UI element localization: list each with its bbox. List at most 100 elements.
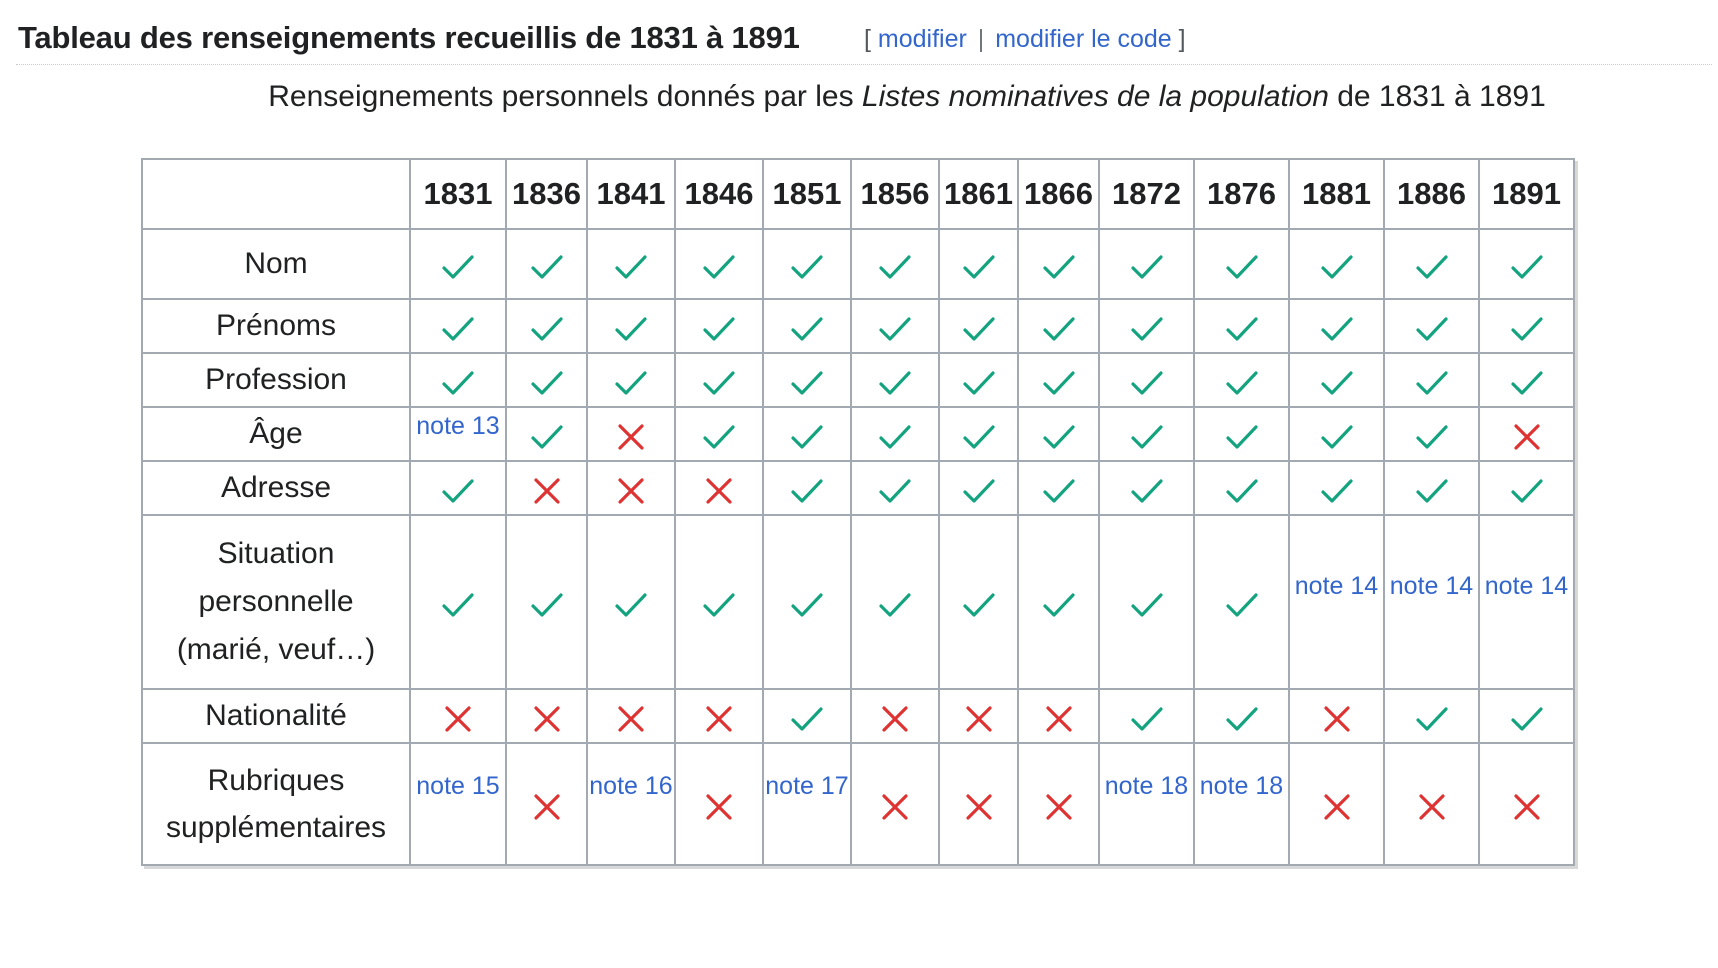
cross-cell xyxy=(586,688,676,744)
check-icon xyxy=(1130,255,1163,279)
check-cell xyxy=(1193,514,1290,690)
check-cell xyxy=(1288,406,1385,462)
check-icon xyxy=(1415,425,1448,449)
edit-link[interactable]: modifier xyxy=(877,25,967,53)
bracket-open: [ xyxy=(864,25,871,53)
check-icon xyxy=(962,425,995,449)
check-icon xyxy=(1042,255,1075,279)
check-icon xyxy=(1130,317,1163,341)
check-cell xyxy=(850,352,940,408)
check-cell xyxy=(409,460,507,516)
check-cell xyxy=(762,228,852,300)
cross-cell xyxy=(1478,742,1575,866)
check-cell xyxy=(1193,688,1290,744)
check-icon xyxy=(442,479,474,503)
check-icon xyxy=(1130,593,1163,617)
check-cell xyxy=(586,352,676,408)
corner-cell xyxy=(141,158,411,230)
row-label: Profession xyxy=(141,352,411,408)
table-row: Nationalité xyxy=(141,688,1575,744)
check-icon xyxy=(1225,479,1258,503)
note-link[interactable]: note 18 xyxy=(1199,772,1284,800)
check-cell xyxy=(505,298,588,354)
year-header-1881: 1881 xyxy=(1288,158,1385,230)
table-row: Nom xyxy=(141,228,1575,300)
check-icon xyxy=(1510,255,1543,279)
check-icon xyxy=(879,479,911,503)
note-link[interactable]: note 15 xyxy=(416,772,500,800)
cross-icon xyxy=(1045,706,1072,732)
check-icon xyxy=(703,425,735,449)
check-cell xyxy=(938,514,1019,690)
cross-icon xyxy=(533,478,560,504)
cross-cell xyxy=(938,688,1019,744)
check-cell xyxy=(409,514,507,690)
row-label: Prénoms xyxy=(141,298,411,354)
check-icon xyxy=(1130,425,1163,449)
edit-code-link[interactable]: modifier le code xyxy=(995,25,1172,53)
check-icon xyxy=(530,425,563,449)
check-icon xyxy=(791,255,823,279)
note-link[interactable]: note 17 xyxy=(765,772,849,800)
note-link[interactable]: note 14 xyxy=(1484,572,1569,600)
note-cell: note 13 xyxy=(409,406,507,462)
year-header-1846: 1846 xyxy=(674,158,764,230)
check-cell xyxy=(1383,406,1480,462)
check-cell xyxy=(938,228,1019,300)
check-icon xyxy=(1320,255,1353,279)
check-cell xyxy=(505,352,588,408)
check-cell xyxy=(1288,298,1385,354)
header-row: 1831 1836 1841 1846 1851 1856 1861 1866 1872 1876… xyxy=(141,158,1575,230)
row-label: Nom xyxy=(141,228,411,300)
table-caption: Renseignements personnels donnés par les… xyxy=(132,80,1682,114)
check-cell xyxy=(1017,298,1100,354)
check-cell xyxy=(762,460,852,516)
note-link[interactable]: note 16 xyxy=(589,772,673,800)
check-icon xyxy=(791,317,823,341)
cross-icon xyxy=(706,794,732,820)
table-row: Prénoms xyxy=(141,298,1575,354)
check-cell xyxy=(1383,298,1480,354)
check-cell xyxy=(1017,514,1100,690)
table-body: Nom Prénoms Profession Âge note 13 Adresse Sit… xyxy=(141,228,1575,866)
section-title: Tableau des renseignements recueillis de… xyxy=(18,20,800,55)
cross-icon xyxy=(618,424,644,450)
check-cell xyxy=(762,298,852,354)
check-cell xyxy=(409,298,507,354)
row-label: Adresse xyxy=(141,460,411,516)
check-cell xyxy=(1017,228,1100,300)
check-cell xyxy=(1193,406,1290,462)
check-icon xyxy=(962,593,995,617)
cross-cell xyxy=(1383,742,1480,866)
check-icon xyxy=(962,479,995,503)
note-link[interactable]: note 14 xyxy=(1389,572,1474,600)
check-cell xyxy=(674,514,764,690)
check-icon xyxy=(879,371,911,395)
check-cell xyxy=(505,514,588,690)
check-cell xyxy=(1383,460,1480,516)
year-header-1861: 1861 xyxy=(938,158,1019,230)
check-icon xyxy=(442,371,474,395)
year-header-1836: 1836 xyxy=(505,158,588,230)
check-icon xyxy=(615,371,647,395)
bracket-close: ] xyxy=(1178,25,1186,53)
check-icon xyxy=(791,707,823,731)
cross-icon xyxy=(882,794,908,820)
note-link[interactable]: note 14 xyxy=(1294,572,1379,600)
check-icon xyxy=(1510,371,1543,395)
check-cell xyxy=(762,352,852,408)
check-icon xyxy=(1042,317,1075,341)
check-icon xyxy=(879,593,911,617)
check-icon xyxy=(879,255,911,279)
cross-cell xyxy=(505,460,588,516)
cross-icon xyxy=(445,706,471,732)
check-icon xyxy=(1042,371,1075,395)
check-cell xyxy=(938,352,1019,408)
note-link[interactable]: note 18 xyxy=(1104,772,1189,800)
check-icon xyxy=(1510,707,1543,731)
note-link[interactable]: note 13 xyxy=(416,412,500,440)
row-label: Âge xyxy=(141,406,411,462)
check-icon xyxy=(442,317,474,341)
check-cell xyxy=(1193,460,1290,516)
cross-cell xyxy=(586,406,676,462)
